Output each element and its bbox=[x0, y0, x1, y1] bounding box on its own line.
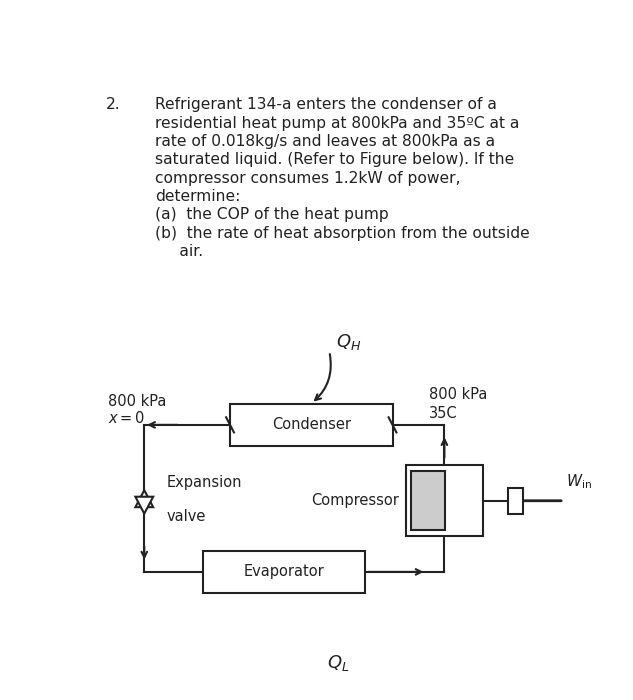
Bar bbox=[411, 471, 445, 531]
Bar bbox=[406, 466, 483, 536]
Text: rate of 0.018kg/s and leaves at 800kPa as a: rate of 0.018kg/s and leaves at 800kPa a… bbox=[155, 134, 495, 149]
Text: determine:: determine: bbox=[155, 189, 241, 204]
Text: 800 kPa: 800 kPa bbox=[108, 393, 166, 409]
Text: 800 kPa: 800 kPa bbox=[429, 386, 487, 402]
Text: 35C: 35C bbox=[429, 405, 457, 421]
Text: $Q_L$: $Q_L$ bbox=[327, 652, 349, 673]
Text: compressor consumes 1.2kW of power,: compressor consumes 1.2kW of power, bbox=[155, 171, 461, 186]
Text: Evaporator: Evaporator bbox=[244, 564, 325, 580]
Text: (a)  the COP of the heat pump: (a) the COP of the heat pump bbox=[155, 207, 389, 223]
Text: air.: air. bbox=[155, 244, 203, 259]
Bar bbox=[508, 488, 523, 514]
Text: $x = 0$: $x = 0$ bbox=[108, 410, 146, 426]
Text: Expansion: Expansion bbox=[167, 475, 242, 491]
Bar bbox=[230, 403, 392, 446]
Bar bbox=[203, 551, 365, 593]
Text: 2.: 2. bbox=[106, 97, 121, 113]
Text: valve: valve bbox=[167, 509, 206, 524]
Text: Compressor: Compressor bbox=[311, 494, 399, 508]
Text: (b)  the rate of heat absorption from the outside: (b) the rate of heat absorption from the… bbox=[155, 226, 530, 241]
Polygon shape bbox=[135, 497, 153, 514]
Text: saturated liquid. (Refer to Figure below). If the: saturated liquid. (Refer to Figure below… bbox=[155, 153, 515, 167]
Text: Condenser: Condenser bbox=[272, 417, 351, 433]
Text: $W_{\mathrm{in}}$: $W_{\mathrm{in}}$ bbox=[567, 473, 592, 491]
Polygon shape bbox=[135, 490, 153, 507]
Text: residential heat pump at 800kPa and 35ºC at a: residential heat pump at 800kPa and 35ºC… bbox=[155, 116, 520, 131]
Text: Refrigerant 134-a enters the condenser of a: Refrigerant 134-a enters the condenser o… bbox=[155, 97, 497, 113]
Text: $Q_H$: $Q_H$ bbox=[336, 332, 361, 352]
